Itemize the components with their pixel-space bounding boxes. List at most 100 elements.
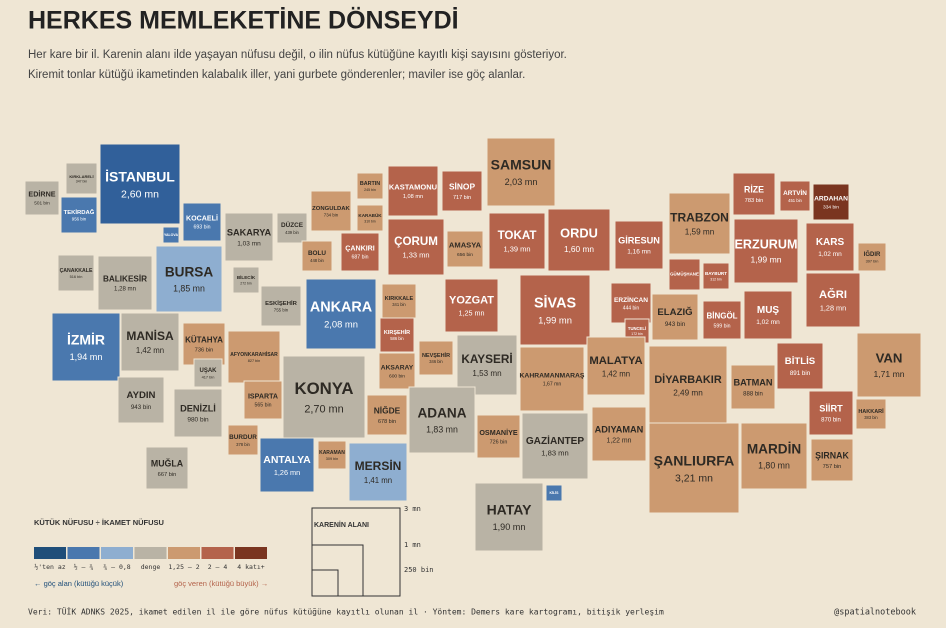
province-name: HAKKARİ [858,408,884,415]
subtitle: Kiremit tonlar kütüğü ikametinden kalaba… [28,69,525,81]
province-square [488,212,546,270]
province-value: 451 bin [788,198,802,203]
province-value: 347 bin [76,179,88,183]
province-square [521,412,589,480]
province-square [381,283,417,319]
province-name: NEVŞEHİR [422,352,450,359]
province-value: 272 bin [240,281,252,285]
province-square [474,482,544,552]
province-name: İSTANBUL [105,168,175,184]
legend-label: ¾ – 0,8 [103,563,130,571]
province-value: 1,99 mn [750,255,781,265]
province-name: KİLİS [550,491,560,495]
province-name: MUĞLA [151,457,184,468]
province-square [145,446,189,490]
province-value: 310 bin [364,219,376,223]
province-name: TOKAT [498,229,537,242]
province-square [387,218,445,276]
legend-title: KÜTÜK NÜFUSU ÷ İKAMET NÜFUSU [34,518,164,527]
province-value: 383 bin [864,415,878,420]
province-value: 1,90 mn [493,522,526,532]
province-value: 783 bin [745,198,764,204]
legend-label: 2 – 4 [208,563,228,571]
province-name: ZONGULDAK [312,206,350,212]
province-value: 980 bin [187,417,209,424]
handle: @spatialnotebook [834,608,916,618]
province-square [776,342,824,390]
province-square [378,352,416,390]
province-name: ANTALYA [263,454,311,466]
province-square [232,266,260,294]
province-square [730,364,776,410]
province-name: TEKİRDAĞ [64,208,95,216]
province-name: ARTVİN [783,188,807,197]
province-name: ADIYAMAN [595,424,644,434]
province-square [614,220,664,270]
province-square [301,240,333,272]
province-name: DENİZLİ [180,403,216,413]
province-square [702,262,730,290]
province-square [356,172,384,200]
province-square [117,376,165,424]
province-value: 1,02 mn [756,319,780,326]
province-value: 757 bin [823,464,842,470]
province-value: 943 bin [131,404,152,411]
province-name: MUŞ [757,305,780,316]
province-name: DÜZCE [281,220,304,229]
province-value: 1,41 mn [364,476,392,485]
province-name: BURSA [165,264,214,279]
province-value: 565 bin [254,403,271,409]
province-square [60,196,98,234]
province-square [227,424,259,456]
province-value: 956 bin [72,217,87,222]
province-square [408,386,476,454]
province-value: 678 bin [378,419,396,425]
province-value: 586 bin [390,336,404,341]
legend: ½'ten az ½ – ¾ ¾ – 0,8 denge 1,25 – 2 2 – 4 4 … [34,547,267,571]
legend-label: 4 katı+ [237,563,264,571]
province-value: 312 bin [710,277,722,281]
province-name: ERZURUM [735,238,798,252]
province-square [282,355,366,439]
province-square [702,300,742,340]
province-square [57,254,95,292]
legend-note: göç veren (kütüğü büyük) → [174,579,268,588]
province-value: 734 bin [324,213,339,218]
province-square [857,242,887,272]
province-name: KARS [816,237,845,248]
province-square [651,293,699,341]
province-value: 1,33 mn [402,251,429,260]
province-name: AKSARAY [381,365,414,372]
legend-label: 1,25 – 2 [168,563,199,571]
province-square [162,226,180,244]
province-name: VAN [876,351,903,366]
province-name: ERZİNCAN [614,296,648,304]
province-name: BİTLİS [785,356,816,367]
province-value: 3,21 mn [675,472,713,484]
province-value: 516 bin [70,274,83,279]
province-name: AFYONKARAHİSAR [230,351,278,358]
subtitle: Her kare bir il. Karenin alanı ilde yaşa… [28,49,567,61]
province-value: 1,83 mn [426,425,458,435]
province-name: BAYBURT [705,271,727,276]
province-value: 1,99 mn [538,314,572,325]
province-name: ARDAHAN [814,196,848,203]
province-square [743,290,793,340]
province-value: 1,67 mn [543,381,562,387]
province-name: BİNGÖL [706,312,737,321]
province-square [387,165,439,217]
province-name: ESKİŞEHİR [265,300,297,307]
province-value: 1,71 mn [873,369,904,379]
province-square [348,442,408,502]
province-value: 1,08 mn [403,194,423,200]
province-value: 1,28 mn [114,286,136,293]
province-name: SİNOP [449,181,475,191]
legend-label: ½ – ¾ [74,563,94,571]
province-value: 309 bin [326,457,338,461]
province-name: GÜMÜŞHANE [670,272,699,277]
province-square [317,440,347,470]
province-square [446,230,484,268]
province-value: 341 bin [392,302,406,307]
province-name: ORDU [560,226,598,241]
